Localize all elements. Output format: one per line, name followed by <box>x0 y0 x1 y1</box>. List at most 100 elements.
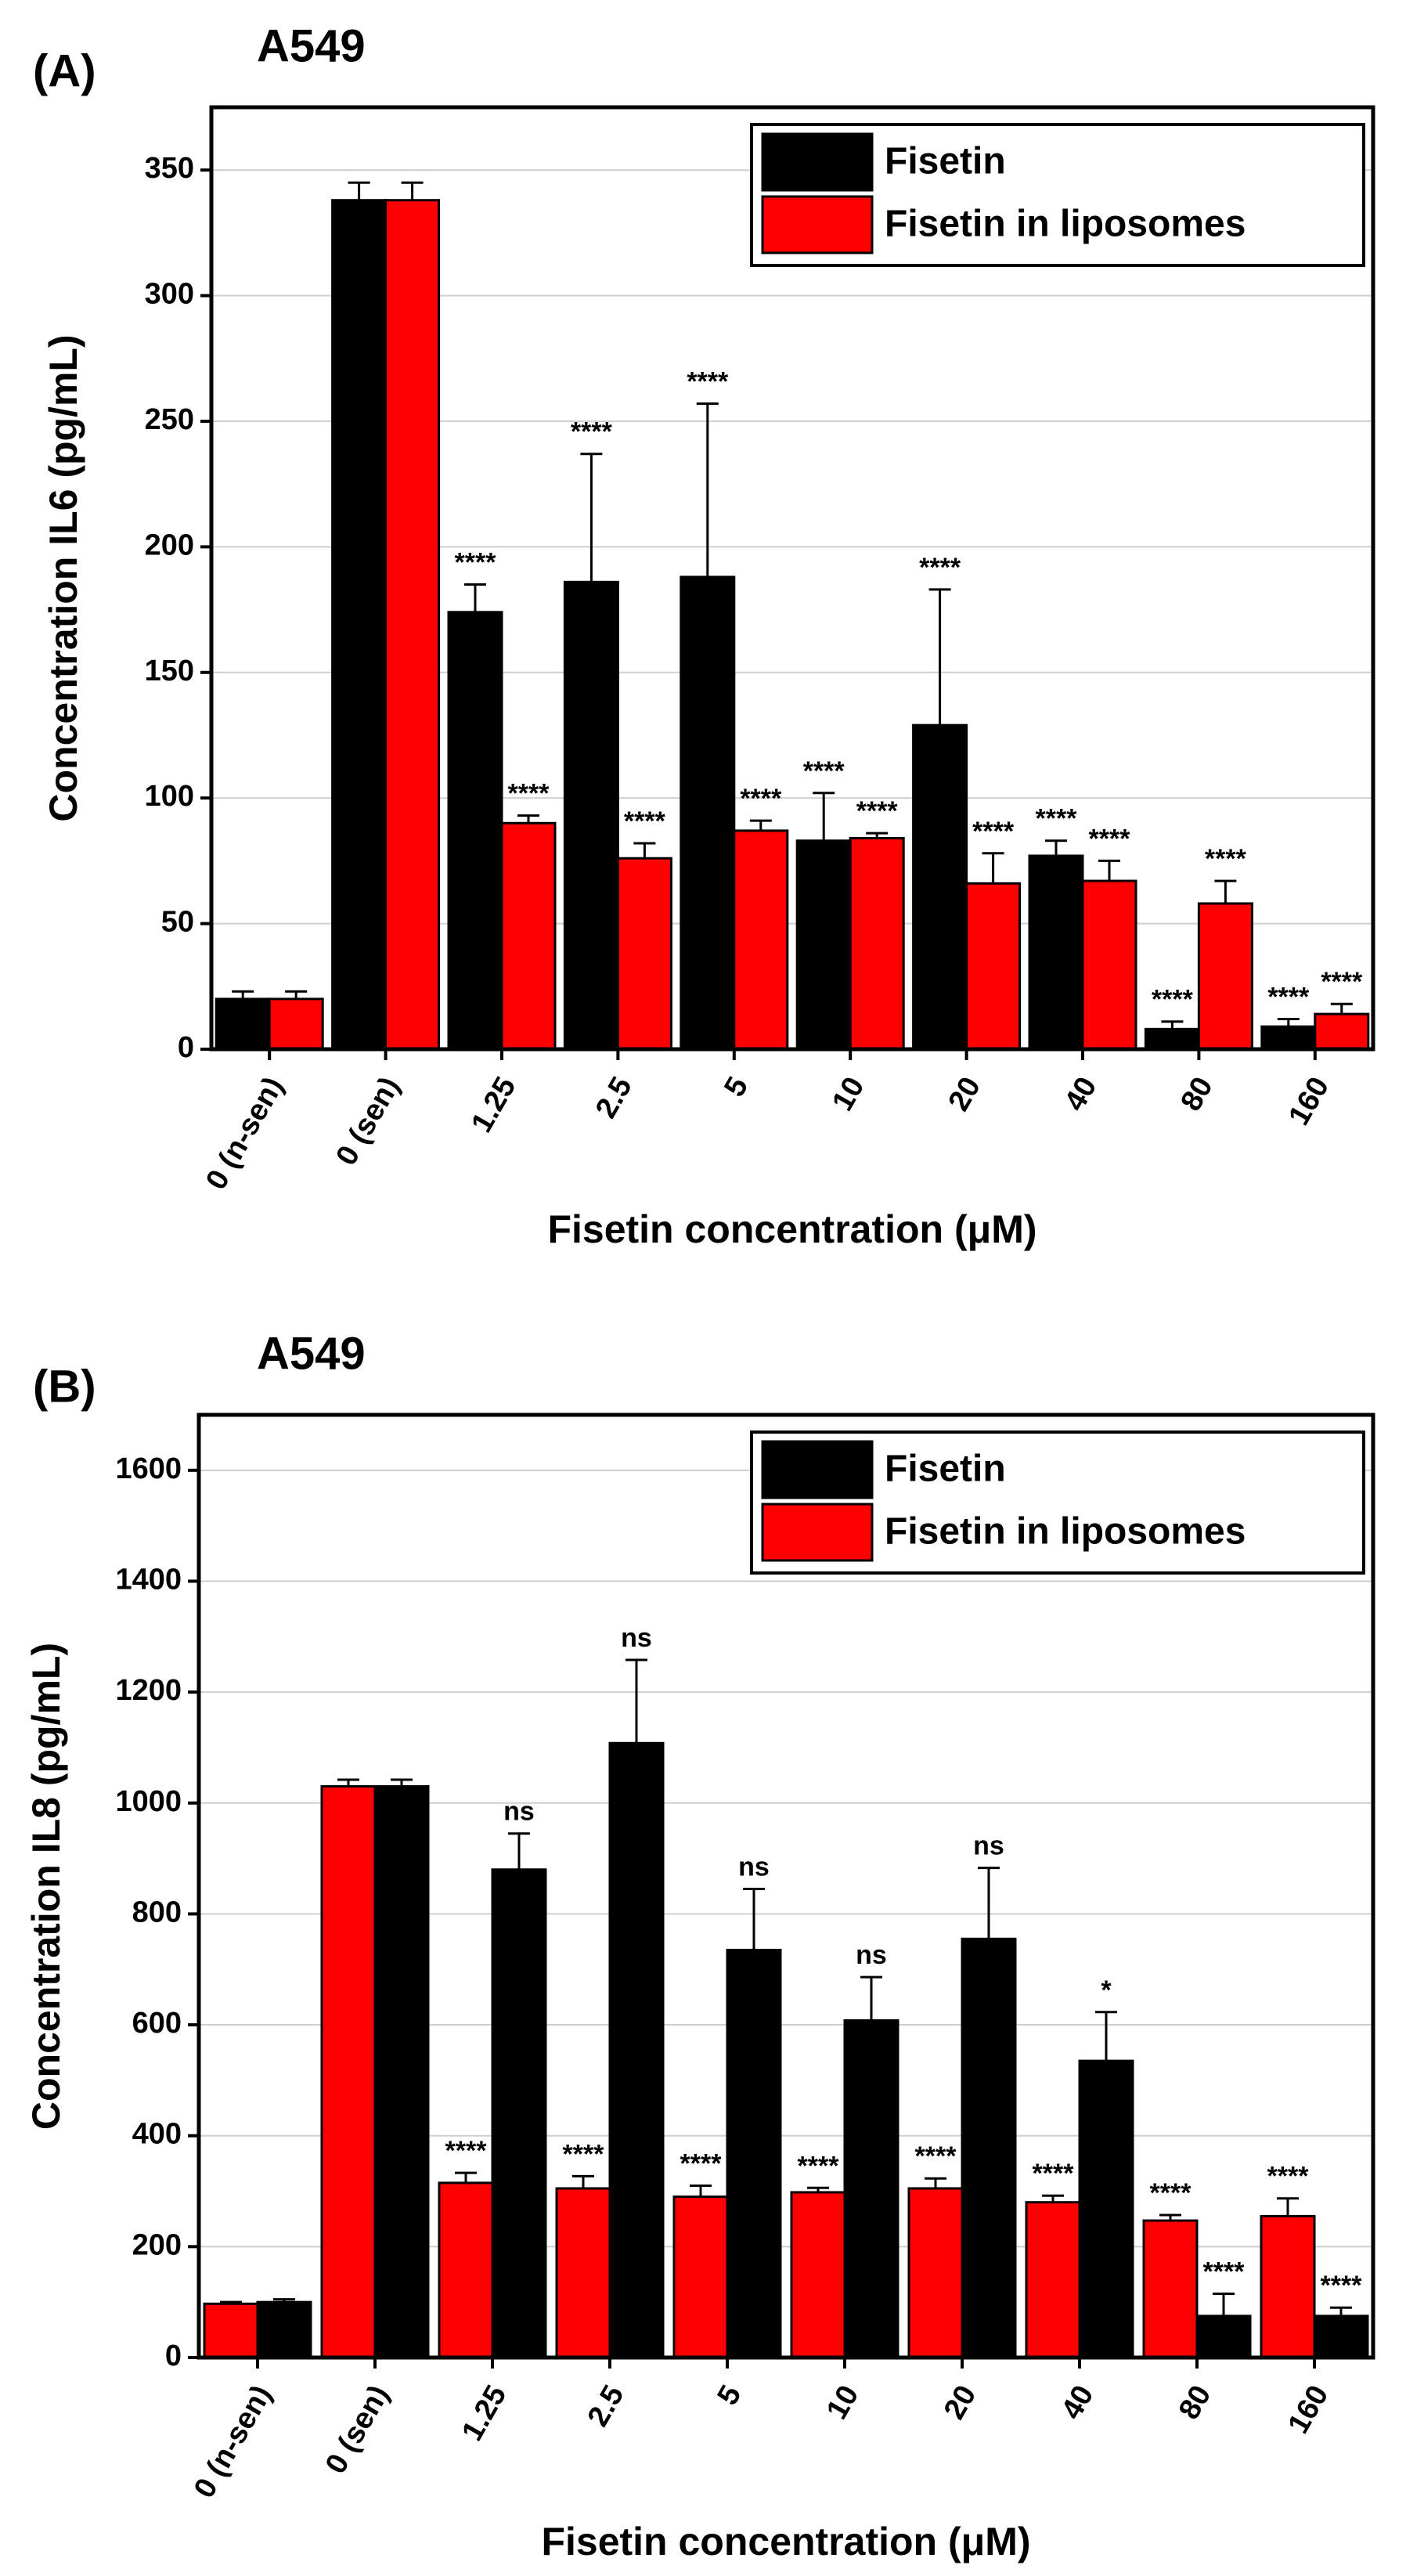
bar <box>849 837 905 1051</box>
significance: **** <box>455 548 497 578</box>
panel-label: (B) <box>33 1361 96 1412</box>
bar <box>672 2195 729 2359</box>
bar <box>320 1785 377 2359</box>
bar <box>268 998 324 1051</box>
error-bar <box>1159 2213 1181 2221</box>
significance: **** <box>1089 824 1131 853</box>
x-tick-label: 0 (sen) <box>319 2380 396 2480</box>
legend-swatch <box>761 195 874 254</box>
bar <box>1195 2314 1252 2359</box>
significance: **** <box>856 796 899 826</box>
plot-frame <box>209 105 1375 1052</box>
x-tick-label: 5 <box>718 1072 755 1102</box>
significance: **** <box>508 779 550 809</box>
error-bar <box>572 2174 594 2188</box>
bar <box>1197 902 1253 1051</box>
error-bar <box>696 402 719 577</box>
bar <box>1314 1012 1370 1051</box>
significance: * <box>1101 1975 1112 2005</box>
error-bar <box>1098 859 1120 882</box>
x-tick-label: 160 <box>1282 1072 1336 1131</box>
x-tick-label: 0 (n-sen) <box>188 2380 279 2504</box>
error-bar <box>1330 1002 1353 1015</box>
error-bar <box>1045 839 1067 856</box>
error-bar <box>1330 2306 1352 2316</box>
bar <box>726 1948 782 2359</box>
bar <box>1144 1027 1200 1051</box>
x-tick-label: 0 (n-sen) <box>200 1072 290 1196</box>
error-bar <box>464 583 486 612</box>
bar <box>680 575 736 1051</box>
error-bar <box>273 2298 295 2303</box>
legend-swatch <box>761 1440 874 1499</box>
chart-title: A549 <box>257 1328 366 1379</box>
plot-frame <box>196 1412 1375 2360</box>
error-bar <box>982 852 1004 884</box>
bar <box>1025 2201 1081 2359</box>
significance: **** <box>1321 2271 1363 2300</box>
y-tick-label: 0 <box>178 1031 194 1064</box>
significance: **** <box>919 553 961 583</box>
error-bar <box>285 990 308 999</box>
x-tick-label: 2.5 <box>589 1072 639 1124</box>
x-tick-label: 40 <box>1055 2380 1101 2426</box>
bar <box>961 1937 1017 2359</box>
bar <box>843 2019 899 2359</box>
x-tick-label: 40 <box>1058 1072 1104 1117</box>
significance: **** <box>1203 2257 1246 2287</box>
chart-title: A549 <box>257 20 366 71</box>
y-tick-label: 200 <box>145 529 194 561</box>
significance: **** <box>1033 2159 1075 2188</box>
legend-swatch <box>761 132 874 192</box>
legend-label: Fisetin <box>885 1449 1006 1490</box>
y-tick-label: 600 <box>132 2007 182 2040</box>
error-bar <box>813 792 835 841</box>
x-tick-label: 80 <box>1174 1072 1220 1117</box>
bar <box>1081 879 1137 1051</box>
y-tick-label: 150 <box>145 655 194 687</box>
significance: **** <box>1267 2162 1310 2192</box>
y-tick-label: 300 <box>145 278 194 311</box>
error-bar <box>337 1778 359 1787</box>
y-tick-label: 1200 <box>115 1674 182 1707</box>
bar <box>555 2187 611 2359</box>
significance: **** <box>680 2148 723 2178</box>
x-tick-label: 80 <box>1173 2380 1218 2426</box>
bar <box>331 199 388 1051</box>
bar <box>616 857 672 1051</box>
error-bar <box>391 1778 413 1787</box>
legend-swatch <box>761 1503 874 1562</box>
legend-label: Fisetin <box>885 141 1006 182</box>
error-bar <box>348 181 370 200</box>
x-axis-label: Fisetin concentration (μM) <box>541 2520 1030 2563</box>
significance: **** <box>798 2151 840 2181</box>
error-bar <box>749 819 772 831</box>
significance: ns <box>973 1831 1004 1861</box>
significance: **** <box>687 367 729 397</box>
error-bar <box>1277 1018 1300 1027</box>
bar <box>790 2191 846 2359</box>
bar <box>1028 854 1084 1051</box>
y-tick-label: 1000 <box>115 1785 182 1818</box>
y-tick-label: 1600 <box>115 1452 182 1485</box>
panel-label: (A) <box>33 45 96 96</box>
x-tick-label: 2.5 <box>582 2380 631 2433</box>
bar <box>795 839 852 1051</box>
error-bar <box>978 1867 1000 1939</box>
x-tick-label: 1.25 <box>456 2380 513 2447</box>
significance: **** <box>1036 804 1078 834</box>
legend-label: Fisetin in liposomes <box>885 204 1246 245</box>
error-bar <box>1042 2194 1064 2203</box>
error-bar <box>690 2184 712 2197</box>
legend-label: Fisetin in liposomes <box>885 1511 1246 1553</box>
x-tick-label: 10 <box>826 1072 871 1117</box>
significance: **** <box>571 417 613 447</box>
x-tick-label: 0 (sen) <box>330 1072 406 1171</box>
y-tick-label: 100 <box>145 780 194 813</box>
significance: **** <box>740 784 782 814</box>
bar <box>912 723 968 1051</box>
significance: **** <box>563 2139 605 2169</box>
bar <box>438 2181 494 2359</box>
significance: **** <box>1152 985 1194 1015</box>
significance: **** <box>803 756 845 786</box>
